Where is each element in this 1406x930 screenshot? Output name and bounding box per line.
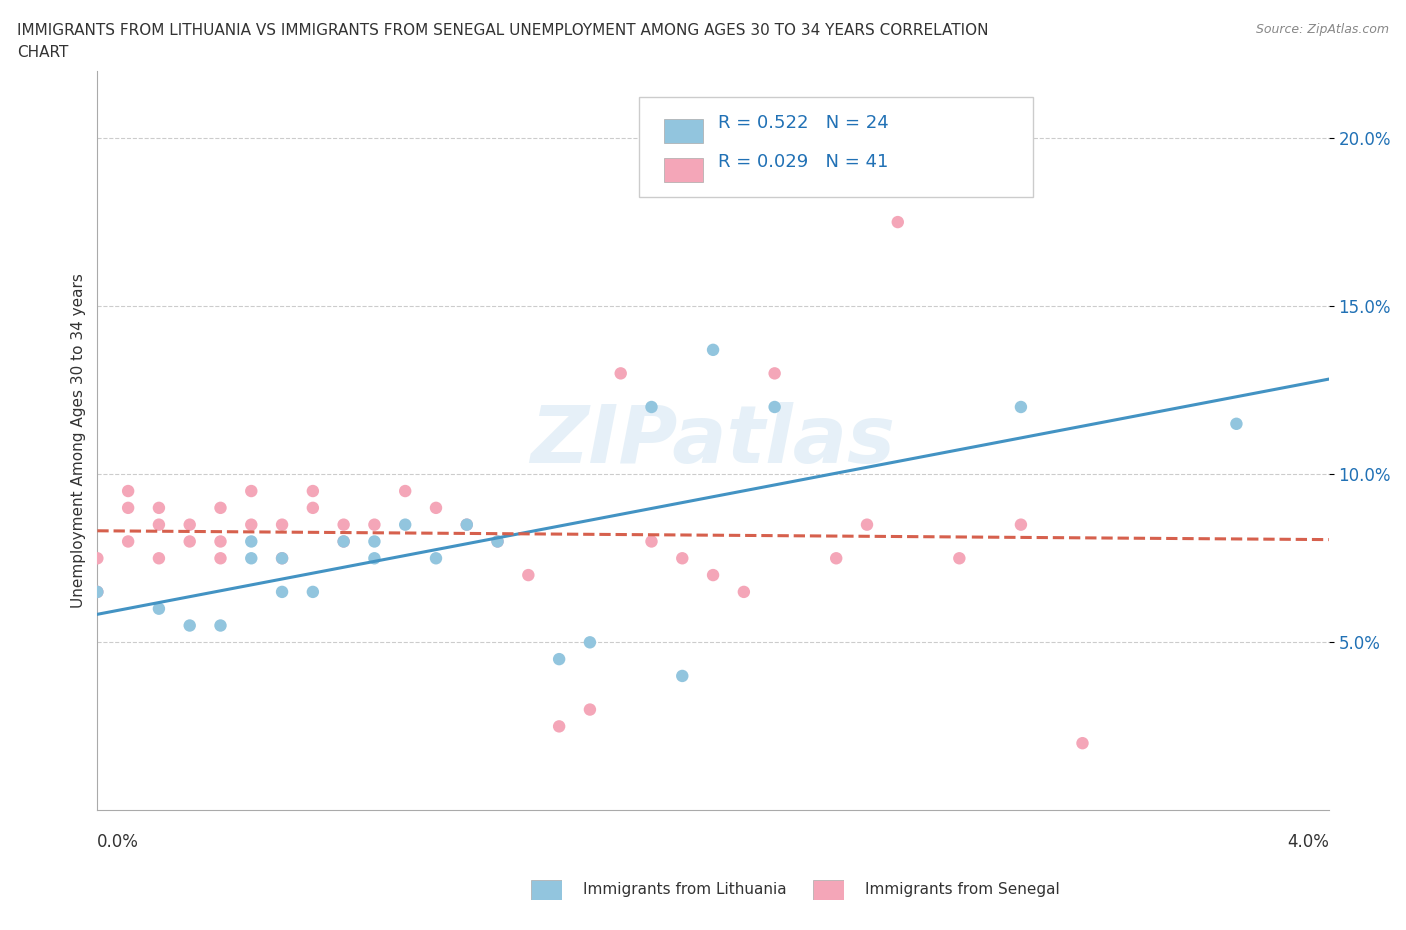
Text: Immigrants from Lithuania: Immigrants from Lithuania [583, 882, 787, 897]
Point [456, 517, 478, 532]
Point [179, 534, 201, 549]
Text: Source: ZipAtlas.com: Source: ZipAtlas.com [1256, 23, 1389, 36]
Point [1225, 417, 1247, 432]
Point [671, 669, 693, 684]
Text: Immigrants from Senegal: Immigrants from Senegal [865, 882, 1060, 897]
Point [148, 551, 170, 565]
Point [240, 534, 263, 549]
Point [517, 567, 540, 582]
Point [209, 551, 232, 565]
Point [548, 652, 571, 667]
Point [240, 551, 263, 565]
Point [948, 551, 970, 565]
Point [332, 534, 354, 549]
Text: CHART: CHART [17, 45, 69, 60]
Point [394, 484, 416, 498]
Point [1010, 400, 1032, 415]
Y-axis label: Unemployment Among Ages 30 to 34 years: Unemployment Among Ages 30 to 34 years [72, 273, 86, 608]
Point [179, 618, 201, 633]
Text: IMMIGRANTS FROM LITHUANIA VS IMMIGRANTS FROM SENEGAL UNEMPLOYMENT AMONG AGES 30 : IMMIGRANTS FROM LITHUANIA VS IMMIGRANTS … [17, 23, 988, 38]
Point [486, 534, 509, 549]
Point [1010, 517, 1032, 532]
Point [209, 534, 232, 549]
Point [117, 500, 139, 515]
Point [579, 702, 602, 717]
Point [456, 517, 478, 532]
Point [733, 584, 755, 599]
Point [209, 618, 232, 633]
Point [271, 551, 294, 565]
Point [640, 400, 662, 415]
Point [825, 551, 848, 565]
Text: R = 0.029   N = 41: R = 0.029 N = 41 [718, 153, 889, 171]
Point [86, 584, 108, 599]
Point [148, 602, 170, 617]
Point [86, 584, 108, 599]
Point [425, 500, 447, 515]
Point [240, 517, 263, 532]
Point [579, 635, 602, 650]
Point [548, 719, 571, 734]
Point [763, 365, 786, 380]
Point [702, 567, 724, 582]
Point [363, 517, 385, 532]
Point [179, 517, 201, 532]
Point [86, 551, 108, 565]
Point [763, 400, 786, 415]
Point [363, 534, 385, 549]
Point [887, 215, 910, 230]
Point [640, 534, 662, 549]
Text: ZIPatlas: ZIPatlas [530, 402, 896, 480]
FancyBboxPatch shape [640, 97, 1033, 196]
Point [271, 551, 294, 565]
Point [425, 551, 447, 565]
Point [117, 534, 139, 549]
Point [271, 584, 294, 599]
Point [394, 517, 416, 532]
Point [271, 517, 294, 532]
Point [209, 500, 232, 515]
FancyBboxPatch shape [664, 158, 703, 181]
Point [148, 500, 170, 515]
Point [332, 517, 354, 532]
Point [856, 517, 879, 532]
Point [117, 484, 139, 498]
Text: 0.0%: 0.0% [97, 832, 139, 851]
Point [486, 534, 509, 549]
Point [302, 484, 325, 498]
Point [363, 551, 385, 565]
Point [302, 500, 325, 515]
FancyBboxPatch shape [664, 119, 703, 142]
Point [332, 534, 354, 549]
Text: R = 0.522   N = 24: R = 0.522 N = 24 [718, 113, 889, 131]
Point [302, 584, 325, 599]
Point [702, 342, 724, 357]
Point [609, 365, 631, 380]
Point [240, 484, 263, 498]
Point [148, 517, 170, 532]
Point [1071, 736, 1094, 751]
Text: 4.0%: 4.0% [1286, 832, 1329, 851]
Point [671, 551, 693, 565]
